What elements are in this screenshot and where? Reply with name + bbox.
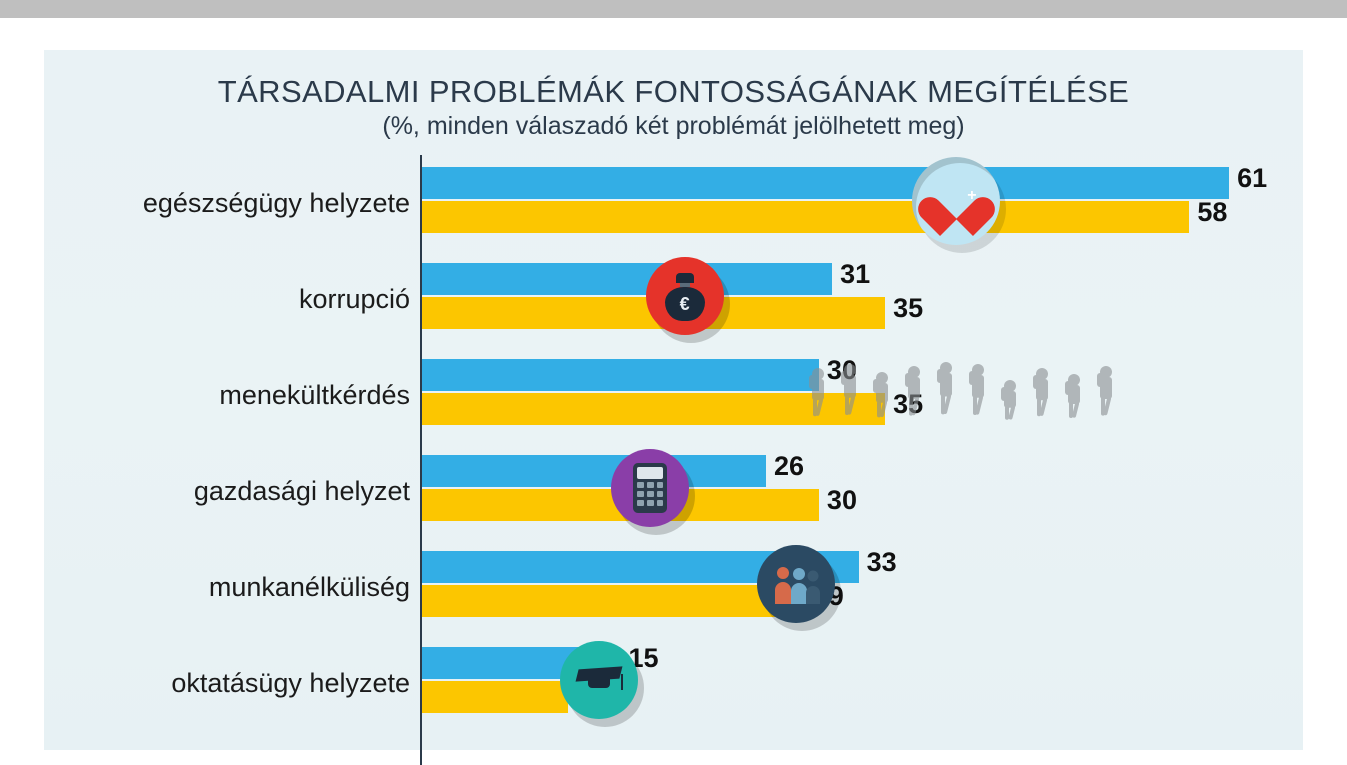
bar-value-a: 26: [774, 451, 804, 482]
bar-group: 1511: [422, 635, 1285, 731]
bar-value-b: 30: [827, 485, 857, 516]
category-labels-column: egészségügy helyzete korrupció menekültkér…: [62, 155, 420, 765]
bar-series-b: [422, 585, 806, 617]
category-label: menekültkérdés: [219, 380, 420, 411]
bar-value-a: 33: [867, 547, 897, 578]
bar-value-a: 61: [1237, 163, 1267, 194]
chart-title: TÁRSADALMI PROBLÉMÁK FONTOSSÁGÁNAK MEGÍT…: [62, 74, 1285, 110]
bars-column: 6158 + 3135 € 3035: [420, 155, 1285, 765]
category-label-row: korrupció: [62, 251, 420, 347]
chart-container: TÁRSADALMI PROBLÉMÁK FONTOSSÁGÁNAK MEGÍT…: [44, 50, 1303, 750]
bar-value-a: 31: [840, 259, 870, 290]
category-label-row: gazdasági helyzet: [62, 443, 420, 539]
category-label-row: menekültkérdés: [62, 347, 420, 443]
bar-series-a: [422, 647, 620, 679]
chart-subtitle: (%, minden válaszadó két problémát jelöl…: [62, 112, 1285, 141]
bar-series-b: [422, 393, 885, 425]
bar-group: 30 35: [422, 347, 1285, 443]
bar-group: 26 30: [422, 443, 1285, 539]
category-label: korrupció: [299, 284, 420, 315]
category-label: munkanélküliség: [209, 572, 420, 603]
bar-series-a: [422, 167, 1229, 199]
chart-plot-area: egészségügy helyzete korrupció menekültkér…: [62, 155, 1285, 765]
bar-value-b: 58: [1197, 197, 1227, 228]
category-label-row: oktatásügy helyzete: [62, 635, 420, 731]
bar-group: 33 29: [422, 539, 1285, 635]
category-label: oktatásügy helyzete: [171, 668, 420, 699]
bar-series-a: [422, 263, 832, 295]
bar-series-a: [422, 359, 819, 391]
bar-value-b: 35: [893, 389, 923, 420]
bar-value-b: 29: [814, 581, 844, 612]
bar-series-b: [422, 297, 885, 329]
category-label: gazdasági helyzet: [194, 476, 420, 507]
category-label-row: munkanélküliség: [62, 539, 420, 635]
category-label: egészségügy helyzete: [143, 188, 420, 219]
bar-group: 6158 +: [422, 155, 1285, 251]
bar-value-a: 15: [628, 643, 658, 674]
page-top-divider: [0, 0, 1347, 18]
bar-value-b: 11: [576, 677, 605, 708]
bar-series-b: [422, 201, 1189, 233]
bar-series-a: [422, 455, 766, 487]
category-label-row: egészségügy helyzete: [62, 155, 420, 251]
bar-group: 3135 €: [422, 251, 1285, 347]
bar-series-b: [422, 681, 568, 713]
bar-value-b: 35: [893, 293, 923, 324]
bar-series-b: [422, 489, 819, 521]
bar-value-a: 30: [827, 355, 857, 386]
bar-series-a: [422, 551, 859, 583]
